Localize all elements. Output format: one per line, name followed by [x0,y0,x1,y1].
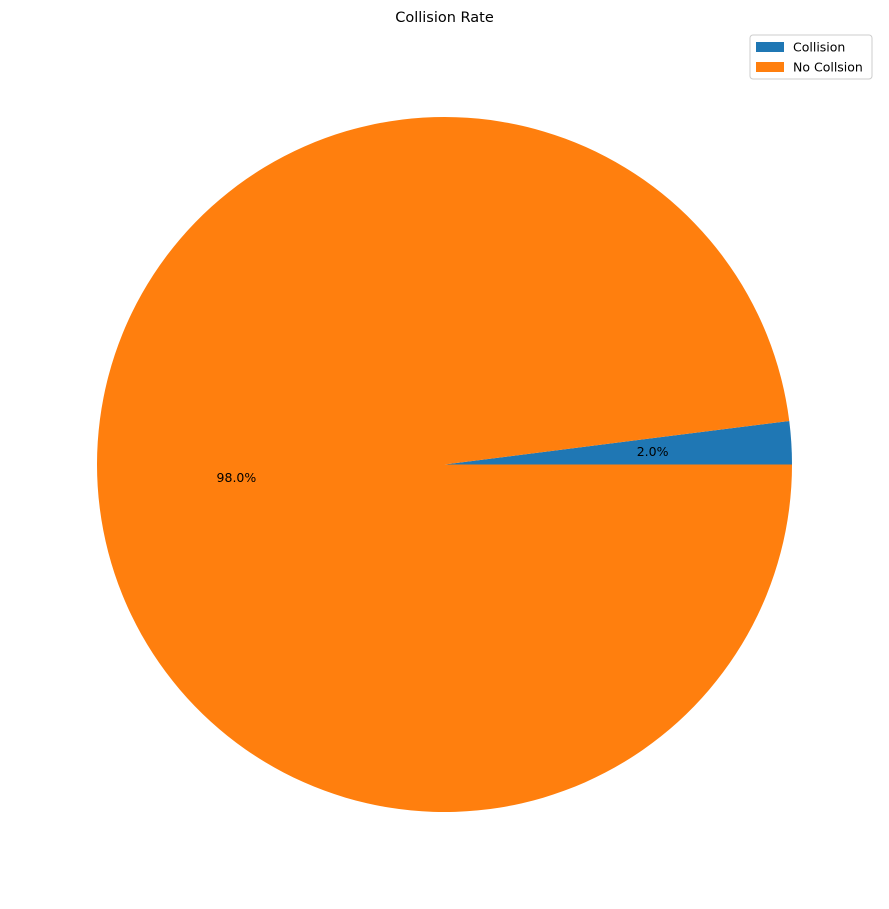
legend-swatch-1 [756,42,784,52]
legend-swatch-2 [756,62,784,72]
legend-entries: Collision No Collsion [756,40,863,75]
pie-percent-label-1: 2.0% [637,444,669,459]
legend-label-1: Collision [793,40,845,55]
pie-percent-labels: 2.0% 98.0% [217,444,669,485]
legend-label-2: No Collsion [793,60,863,75]
pie-slices [96,117,793,813]
pie-percent-label-2: 98.0% [217,470,257,485]
pie-slice-1 [444,420,792,465]
legend: Collision No Collsion [749,34,873,80]
pie-slice-2 [96,117,793,813]
chart-title: Collision Rate [395,10,494,26]
